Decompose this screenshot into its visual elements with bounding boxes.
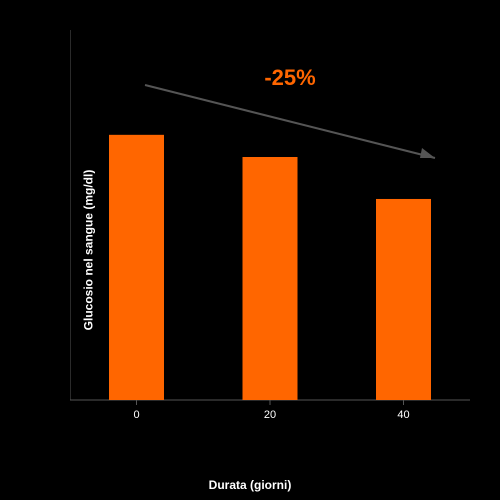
plot-area: 0 50 100 150 200 250 300 0 xyxy=(70,30,470,430)
xtick-label: 20 xyxy=(264,409,276,421)
x-ticks: 0 20 40 xyxy=(133,400,409,421)
glucose-bar-chart: Glucosio nel sangue (mg/dl) Durata (gior… xyxy=(0,0,500,500)
x-axis-label: Durata (giorni) xyxy=(0,478,500,492)
annotation-text: -25% xyxy=(264,65,315,90)
trend-arrow xyxy=(145,85,435,158)
bar-1 xyxy=(243,157,298,400)
xtick-label: 40 xyxy=(397,409,409,421)
bars xyxy=(109,135,431,400)
xtick-label: 0 xyxy=(133,409,139,421)
bar-2 xyxy=(376,199,431,400)
bar-0 xyxy=(109,135,164,400)
